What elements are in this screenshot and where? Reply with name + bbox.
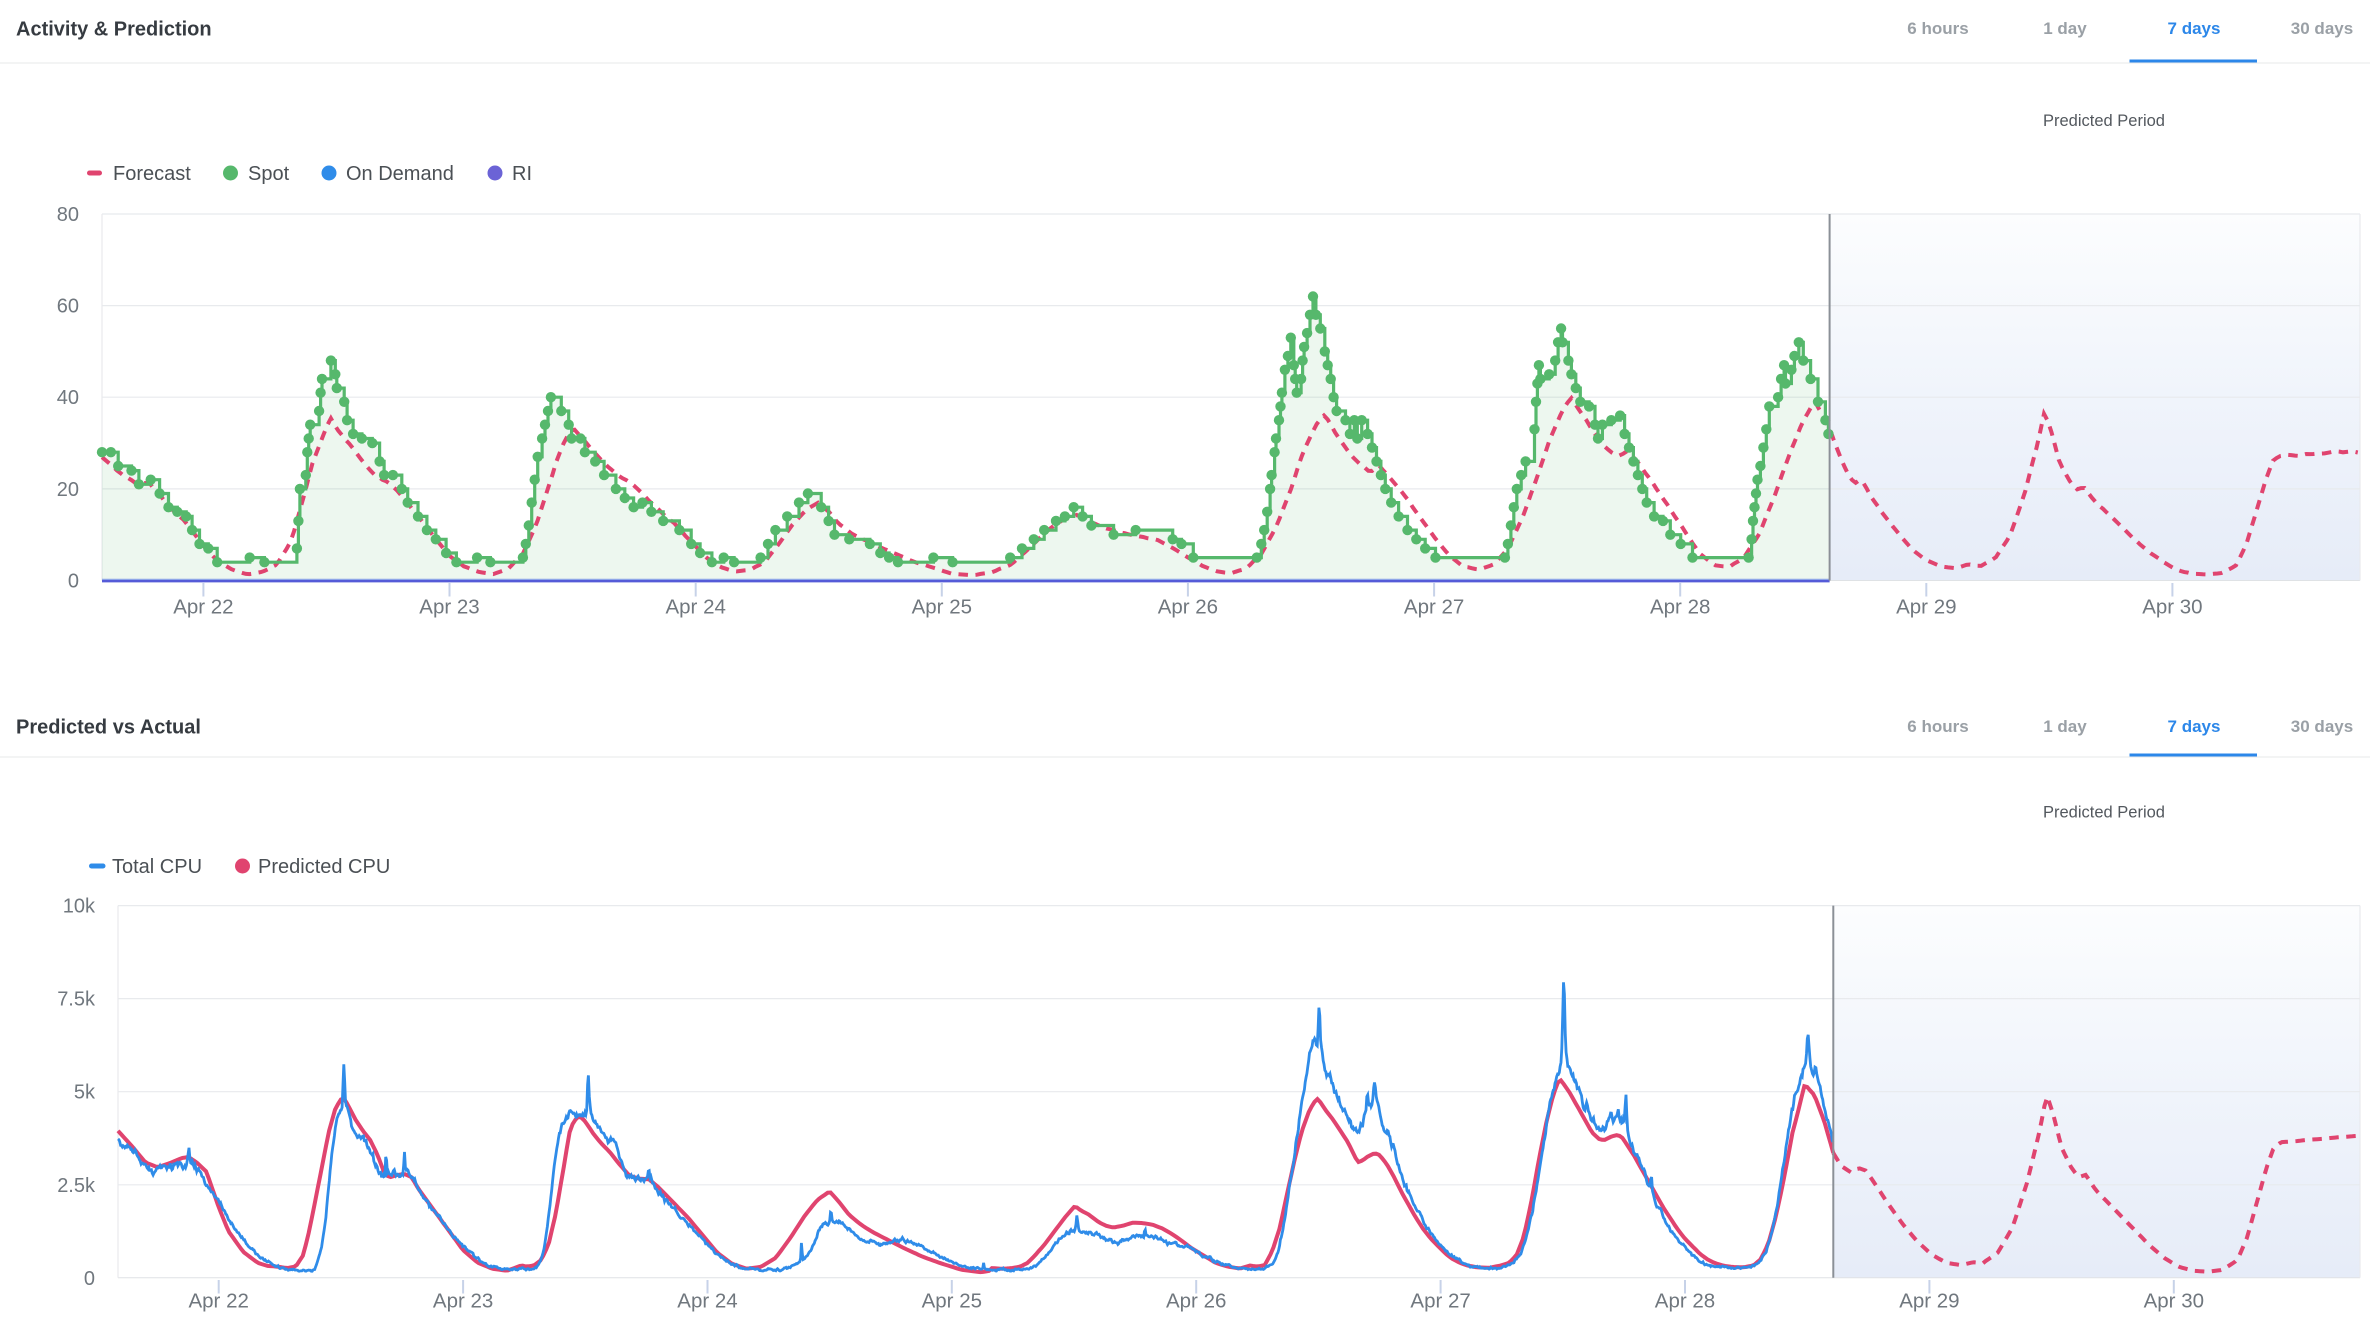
svg-text:7.5k: 7.5k bbox=[57, 989, 96, 1011]
svg-text:Apr 29: Apr 29 bbox=[1896, 596, 1956, 619]
svg-text:30 days: 30 days bbox=[2291, 19, 2353, 38]
svg-text:60: 60 bbox=[57, 296, 79, 318]
svg-text:5k: 5k bbox=[74, 1082, 96, 1104]
svg-text:Predicted vs Actual: Predicted vs Actual bbox=[16, 716, 201, 738]
svg-text:Apr 30: Apr 30 bbox=[2142, 596, 2202, 619]
svg-text:Apr 26: Apr 26 bbox=[1166, 1290, 1226, 1313]
svg-text:7 days: 7 days bbox=[2168, 717, 2221, 736]
svg-text:Apr 23: Apr 23 bbox=[419, 596, 479, 619]
svg-text:Apr 25: Apr 25 bbox=[922, 1290, 982, 1313]
svg-text:Forecast: Forecast bbox=[113, 163, 191, 185]
svg-text:Predicted Period: Predicted Period bbox=[2043, 112, 2165, 130]
svg-text:6 hours: 6 hours bbox=[1907, 19, 1968, 38]
svg-text:10k: 10k bbox=[63, 896, 96, 918]
svg-text:20: 20 bbox=[57, 479, 79, 501]
svg-text:6 hours: 6 hours bbox=[1907, 717, 1968, 736]
svg-text:40: 40 bbox=[57, 387, 79, 409]
svg-text:30 days: 30 days bbox=[2291, 717, 2353, 736]
svg-text:Apr 29: Apr 29 bbox=[1899, 1290, 1959, 1313]
svg-text:RI: RI bbox=[512, 163, 532, 185]
svg-text:Apr 27: Apr 27 bbox=[1410, 1290, 1470, 1313]
svg-text:Apr 28: Apr 28 bbox=[1655, 1290, 1715, 1313]
svg-text:0: 0 bbox=[68, 571, 79, 593]
svg-text:1 day: 1 day bbox=[2043, 19, 2087, 38]
svg-text:Apr 27: Apr 27 bbox=[1404, 596, 1464, 619]
svg-text:7 days: 7 days bbox=[2168, 19, 2221, 38]
svg-text:Apr 25: Apr 25 bbox=[912, 596, 972, 619]
svg-text:Activity & Prediction: Activity & Prediction bbox=[16, 18, 212, 40]
svg-text:Spot: Spot bbox=[248, 163, 290, 185]
svg-text:On Demand: On Demand bbox=[346, 163, 454, 185]
svg-text:2.5k: 2.5k bbox=[57, 1175, 96, 1197]
svg-text:Apr 28: Apr 28 bbox=[1650, 596, 1710, 619]
svg-text:1 day: 1 day bbox=[2043, 717, 2087, 736]
svg-text:Apr 22: Apr 22 bbox=[188, 1290, 248, 1313]
svg-text:Apr 24: Apr 24 bbox=[665, 596, 725, 619]
svg-text:Predicted CPU: Predicted CPU bbox=[258, 856, 390, 878]
svg-text:Predicted Period: Predicted Period bbox=[2043, 804, 2165, 822]
svg-text:Total CPU: Total CPU bbox=[112, 856, 202, 878]
svg-text:0: 0 bbox=[84, 1268, 95, 1290]
svg-text:80: 80 bbox=[57, 204, 79, 226]
svg-text:Apr 24: Apr 24 bbox=[677, 1290, 737, 1313]
svg-text:Apr 30: Apr 30 bbox=[2144, 1290, 2204, 1313]
svg-text:Apr 23: Apr 23 bbox=[433, 1290, 493, 1313]
svg-text:Apr 26: Apr 26 bbox=[1158, 596, 1218, 619]
svg-text:Apr 22: Apr 22 bbox=[173, 596, 233, 619]
